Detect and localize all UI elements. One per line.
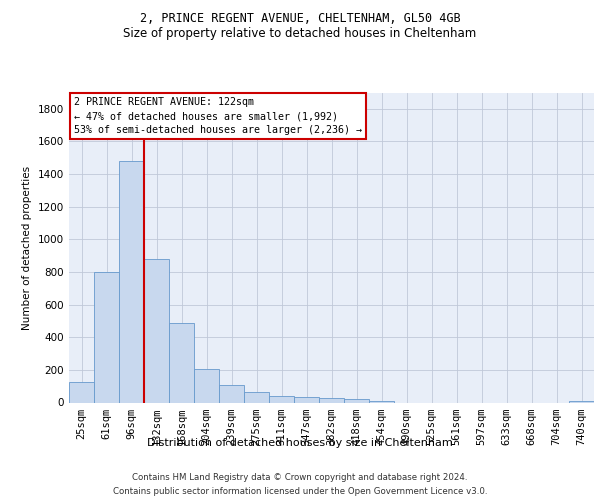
Bar [569,400,594,402]
Text: Distribution of detached houses by size in Cheltenham: Distribution of detached houses by size … [147,438,453,448]
Bar [94,272,119,402]
Bar [144,259,169,402]
Text: 2, PRINCE REGENT AVENUE, CHELTENHAM, GL50 4GB: 2, PRINCE REGENT AVENUE, CHELTENHAM, GL5… [140,12,460,26]
Text: 2 PRINCE REGENT AVENUE: 122sqm
← 47% of detached houses are smaller (1,992)
53% : 2 PRINCE REGENT AVENUE: 122sqm ← 47% of … [74,97,362,135]
Bar [294,397,319,402]
Bar [369,400,394,402]
Text: Contains public sector information licensed under the Open Government Licence v3: Contains public sector information licen… [113,488,487,496]
Bar [219,386,244,402]
Text: Contains HM Land Registry data © Crown copyright and database right 2024.: Contains HM Land Registry data © Crown c… [132,472,468,482]
Bar [269,396,294,402]
Bar [169,322,194,402]
Bar [69,382,94,402]
Bar [244,392,269,402]
Bar [119,161,144,402]
Bar [344,399,369,402]
Y-axis label: Number of detached properties: Number of detached properties [22,166,32,330]
Bar [319,398,344,402]
Bar [194,369,219,402]
Text: Size of property relative to detached houses in Cheltenham: Size of property relative to detached ho… [124,28,476,40]
